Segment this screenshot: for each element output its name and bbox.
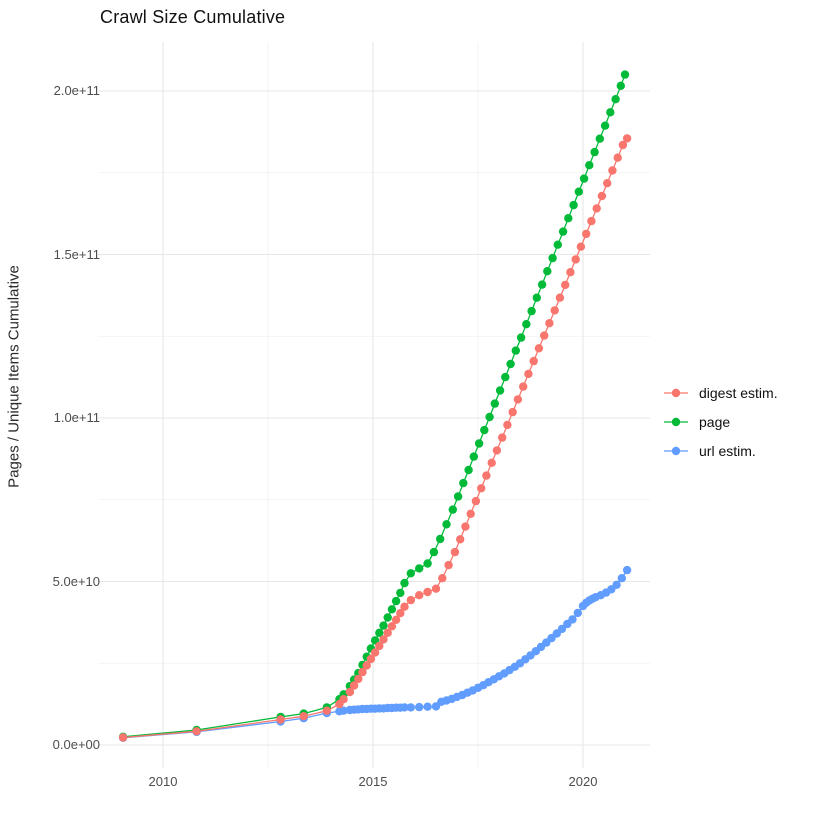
legend-key-icon [664, 417, 688, 426]
y-tick-label: 0.0e+00 [52, 737, 100, 752]
y-tick-label: 2.0e+11 [53, 83, 100, 98]
series-points-page [118, 70, 630, 741]
x-tick-label: 2015 [358, 774, 388, 789]
legend-item-url-estim: url estim. [662, 436, 778, 465]
legend-label: url estim. [699, 442, 756, 459]
legend-key-icon [664, 388, 688, 397]
legend-label: digest estim. [699, 384, 778, 401]
series-line-digest-estim [123, 138, 628, 739]
grid-minor-lines [98, 42, 650, 768]
y-tick-label: 1.0e+11 [53, 410, 100, 425]
y-tick-label: 5.0e+10 [52, 573, 100, 589]
page-title: Crawl Size Cumulative [100, 7, 286, 27]
legend-item-digest-estim: digest estim. [662, 378, 778, 407]
legend-item-page: page [662, 407, 778, 436]
legend-key-icon [664, 446, 688, 455]
legend: digest estim. page url estim. [662, 378, 778, 465]
x-tick-label: 2020 [568, 774, 598, 789]
series-points [118, 70, 632, 742]
y-axis-title: Pages / Unique Items Cumulative [5, 265, 23, 488]
y-tick-label: 1.5e+11 [53, 246, 100, 262]
series-points-digest-estim [118, 134, 632, 742]
legend-label: page [699, 413, 731, 430]
x-tick-label: 2010 [148, 774, 178, 789]
